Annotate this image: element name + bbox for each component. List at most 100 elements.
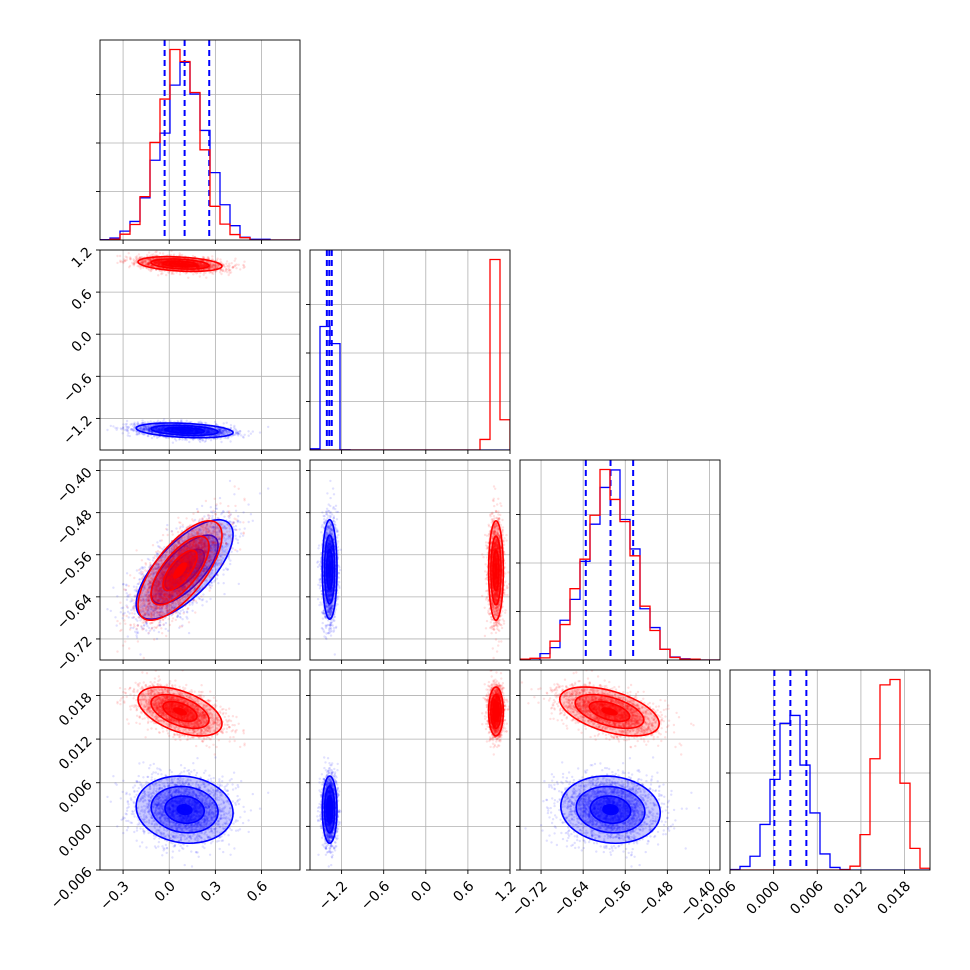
panel-grid	[520, 670, 720, 870]
panel-frame	[309, 249, 511, 451]
x-tick-label: −0.56	[593, 878, 635, 920]
contour-b	[137, 520, 223, 621]
density-core-b	[173, 562, 187, 579]
contour-b	[490, 693, 502, 730]
density-core-b	[494, 562, 498, 579]
panel-grid	[100, 460, 300, 660]
x-tick-label: 0.018	[874, 878, 914, 918]
contour-a	[323, 785, 336, 834]
density-core-a	[328, 804, 331, 816]
y-tick-label: 0.000	[56, 821, 96, 861]
contour-b	[137, 686, 223, 737]
panel-frame	[519, 459, 721, 661]
x-tick-label: 0.3	[198, 878, 225, 905]
contour-b	[150, 258, 210, 270]
density-core-a	[602, 804, 619, 816]
histogram-b	[730, 678, 930, 870]
contour-b	[558, 686, 661, 737]
y-tick-label: −0.006	[48, 864, 96, 912]
contour-a	[150, 785, 219, 834]
contour-b	[162, 700, 198, 723]
density-core-b	[601, 707, 618, 716]
density-core-a	[328, 561, 331, 578]
contour-a	[589, 795, 632, 825]
density-core-b	[494, 707, 498, 716]
contour-a	[164, 426, 206, 435]
contour-a	[135, 518, 234, 620]
histogram-b	[100, 48, 300, 240]
x-tick-label: −1.2	[316, 878, 351, 913]
x-tick-label: −0.6	[358, 878, 393, 913]
frame-layer	[96, 39, 931, 874]
y-tick-label: 0.0	[69, 329, 96, 356]
contour-a	[559, 775, 662, 845]
contour-b	[150, 535, 210, 606]
scatter-panel	[106, 250, 270, 444]
panel-frame	[729, 669, 931, 871]
y-tick-label: 0.018	[56, 690, 96, 730]
panel-frame	[99, 459, 301, 661]
y-tick-label: 1.2	[69, 244, 96, 271]
histogram-a	[310, 325, 510, 450]
x-tick-label: 0.6	[450, 878, 477, 905]
histogram-panel	[100, 40, 300, 240]
panel-grid	[310, 250, 510, 450]
histogram-b	[520, 468, 720, 660]
contour-b	[487, 519, 505, 622]
contour-b	[588, 700, 631, 723]
contour-a	[325, 795, 334, 825]
x-tick-label: 0.000	[744, 878, 784, 918]
contour-b	[574, 693, 645, 730]
panel-grid	[310, 460, 510, 660]
panel-grid	[310, 670, 510, 870]
y-tick-label: −1.2	[60, 413, 95, 448]
scatter-panel	[316, 479, 510, 660]
contour-b	[487, 686, 505, 737]
histogram-a	[730, 714, 930, 870]
data-layer	[100, 40, 930, 870]
y-tick-label: −0.6	[60, 371, 95, 406]
y-tick-label: −0.40	[54, 465, 96, 507]
x-tick-label: 0.006	[787, 878, 827, 918]
y-tick-label: −0.64	[54, 591, 96, 633]
histogram-a	[100, 61, 300, 240]
y-tick-label: −0.56	[54, 549, 96, 591]
histogram-panel	[520, 460, 720, 660]
contour-a	[150, 424, 219, 437]
panel-frame	[309, 459, 511, 661]
panel-frame	[519, 669, 721, 871]
contour-b	[162, 549, 198, 592]
contour-a	[321, 518, 338, 621]
x-tick-label: 0.012	[831, 878, 871, 918]
y-tick-label: 0.012	[56, 733, 96, 773]
x-tick-label: 0.6	[244, 878, 271, 905]
scatter-panel	[106, 479, 270, 660]
scatter-panel	[520, 670, 701, 868]
contour-a	[135, 422, 234, 439]
histogram-panel	[730, 670, 930, 870]
contour-b	[150, 693, 210, 730]
contour-a	[323, 534, 336, 605]
histogram-a	[520, 469, 720, 660]
panel-frame	[309, 669, 511, 871]
density-core-a	[176, 804, 193, 816]
grid-layer	[100, 40, 930, 870]
panel-grid	[100, 250, 300, 450]
panel-grid	[730, 670, 930, 870]
x-tick-label: −0.48	[635, 878, 677, 920]
x-tick-label: −0.64	[551, 878, 593, 920]
contour-a	[321, 775, 338, 845]
x-tick-label: 0.0	[408, 878, 435, 905]
panel-frame	[99, 669, 301, 871]
contour-a	[575, 785, 646, 834]
x-tick-label: −0.3	[97, 878, 132, 913]
x-tick-label: −0.72	[509, 878, 551, 920]
histogram-panel	[310, 250, 510, 450]
y-tick-label: 0.6	[69, 286, 96, 313]
contour-b	[490, 535, 502, 606]
contour-a	[325, 548, 334, 591]
histogram-b	[310, 258, 510, 450]
contour-a	[164, 795, 206, 825]
scatter-panel	[316, 670, 510, 868]
